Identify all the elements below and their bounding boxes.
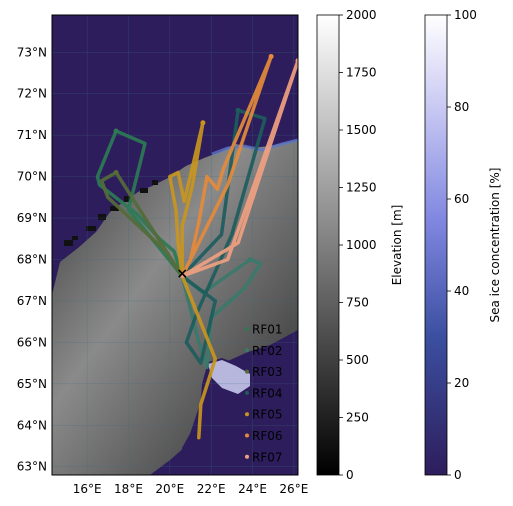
seaice-colorbar-ticks: 0 20 40 60 80 100 [447,8,477,482]
lat-label: 64°N [17,418,47,432]
lat-label: 69°N [17,211,47,225]
legend-marker-rf04 [245,390,249,395]
colorbar-tick-label: 1750 [346,66,377,80]
lat-label: 67°N [17,294,47,308]
legend-label-rf07: RF07 [252,450,283,464]
elevation-colorbar: 0 250 500 750 1000 1250 1500 1750 2000 Elevation… [316,8,404,482]
flight-endpoint-rf06 [268,53,274,59]
colorbar-tick-label: 0 [346,468,354,482]
flight-endpoint-rf02 [247,257,253,263]
seaice-colorbar-gradient [424,14,448,476]
colorbar-tick-label: 250 [346,411,369,425]
lon-label: 16°E [73,482,102,496]
flight-tracks [95,53,298,440]
legend-marker-rf06 [245,433,249,438]
colorbar-tick-label: 500 [346,353,369,367]
colorbar-tick-label: 60 [454,192,469,206]
legend-marker-rf01 [245,327,249,331]
lon-label: 20°E [155,482,184,496]
elevation-colorbar-label: Elevation [m] [390,205,404,286]
latitude-labels: 73°N 72°N 71°N 70°N 69°N 68°N 67°N 66°N 65°N 64°N… [17,45,47,473]
lat-label: 65°N [17,377,47,391]
coastal-islands [64,180,158,246]
flight-endpoint-rf07 [295,58,298,64]
sea-ice-bothnia [208,360,250,394]
longitude-labels: 16°E 18°E 20°E 22°E 24°E 26°E [73,482,309,496]
lat-label: 73°N [17,45,47,59]
flight-endpoint-rf03 [113,169,119,175]
lon-label: 26°E [279,482,308,496]
elevation-colorbar-ticks: 0 250 500 750 1000 1250 1500 1750 2000 [339,8,377,482]
legend-label-rf05: RF05 [252,408,283,422]
flight-endpoint-rf04 [235,107,241,113]
colorbar-tick-label: 40 [454,284,469,298]
colorbar-tick-label: 1250 [346,181,377,195]
colorbar-tick-label: 1500 [346,123,377,137]
flight-endpoint-rf01 [113,128,119,134]
lat-label: 68°N [17,253,47,267]
lat-label: 66°N [17,335,47,349]
legend-label-rf04: RF04 [252,386,283,400]
coastal-ice [211,138,298,156]
map-frame [51,14,299,476]
elevation-colorbar-gradient [316,14,340,476]
legend-label-rf01: RF01 [252,323,283,337]
flight-track-rf07 [180,58,298,278]
colorbar-tick-label: 0 [454,468,462,482]
flight-track-rf02 [180,257,263,370]
colorbar-tick-label: 20 [454,376,469,390]
colorbar-tick-label: 80 [454,100,469,114]
legend: RF01 RF02 RF03 RF04 RF05 RF06 RF07 [245,323,283,464]
lon-label: 18°E [114,482,143,496]
legend-label-rf02: RF02 [252,344,283,358]
map-panel: × [52,15,298,475]
flight-track-rf01 [95,129,184,278]
legend-label-rf06: RF06 [252,429,283,443]
legend-marker-rf02 [245,348,249,353]
lat-label: 63°N [17,460,47,474]
legend-marker-rf03 [245,369,249,374]
colorbar-tick-label: 1000 [346,238,377,252]
lat-label: 70°N [17,170,47,184]
flight-track-rf06 [180,54,273,278]
seaice-colorbar-label: Sea ice concentration [%] [488,168,502,323]
colorbar-tick-label: 2000 [346,8,377,22]
base-marker: × [176,266,188,282]
lat-label: 72°N [17,87,47,101]
flight-endpoint-rf05 [200,120,206,126]
legend-label-rf03: RF03 [252,365,283,379]
lon-label: 24°E [238,482,267,496]
flight-track-rf05 [168,120,218,440]
seaice-colorbar: 0 20 40 60 80 100 Sea ice concentration [%] [424,8,502,482]
flight-track-rf03 [99,170,184,278]
colorbar-tick-label: 750 [346,296,369,310]
lon-label: 22°E [197,482,226,496]
lat-label: 71°N [17,128,47,142]
legend-marker-rf07 [245,454,249,459]
legend-marker-rf05 [245,412,249,417]
flight-track-rf04 [180,108,267,365]
colorbar-tick-label: 100 [454,8,477,22]
